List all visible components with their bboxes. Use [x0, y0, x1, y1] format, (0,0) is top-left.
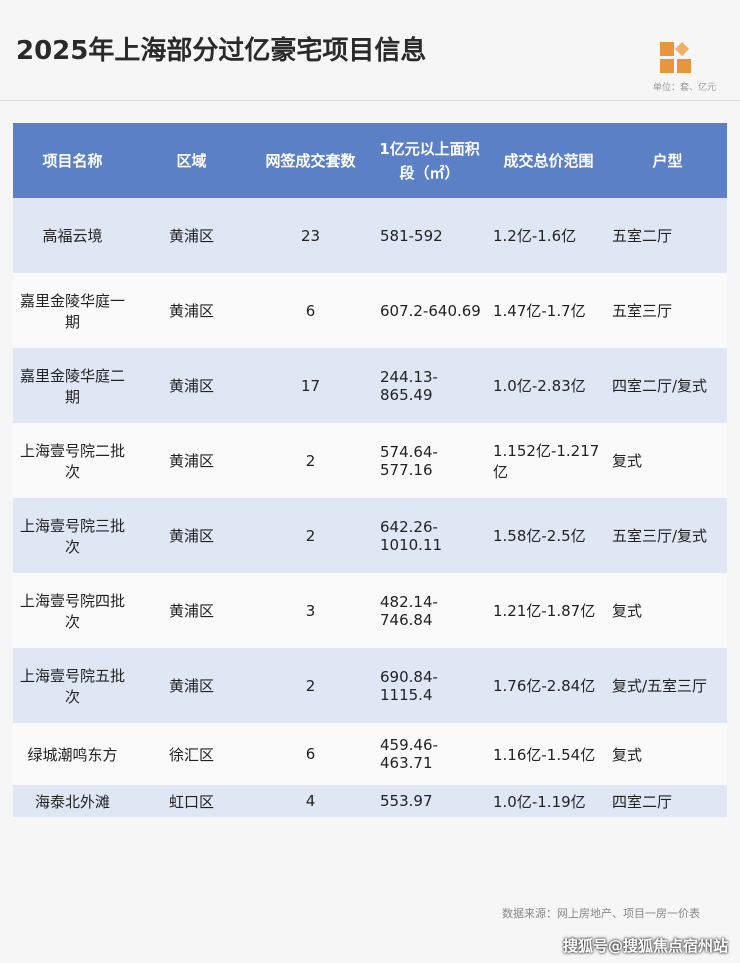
table-cell: 1.58亿-2.5亿	[489, 498, 608, 573]
table-cell: 690.84-1115.4	[370, 648, 489, 723]
column-header: 网签成交套数	[251, 123, 370, 198]
table-row: 高福云境 黄浦区 23 581-592 1.2亿-1.6亿 五室二厅	[13, 198, 727, 273]
table-cell: 绿城潮鸣东方	[13, 723, 132, 785]
table-cell: 黄浦区	[132, 423, 251, 498]
table-cell: 黄浦区	[132, 273, 251, 348]
table-cell: 五室三厅/复式	[608, 498, 727, 573]
table-row: 海泰北外滩 虹口区 4 553.97 1.0亿-1.19亿 四室二厅	[13, 785, 727, 817]
table-cell: 574.64-577.16	[370, 423, 489, 498]
table-cell: 徐汇区	[132, 723, 251, 785]
table-row: 上海壹号院五批次 黄浦区 2 690.84-1115.4 1.76亿-2.84亿 复式/五…	[13, 648, 727, 723]
table-row: 上海壹号院三批次 黄浦区 2 642.26-1010.11 1.58亿-2.5亿 五室三厅…	[13, 498, 727, 573]
table-cell: 上海壹号院三批次	[13, 498, 132, 573]
table-row: 绿城潮鸣东方 徐汇区 6 459.46-463.71 1.16亿-1.54亿 复式	[13, 723, 727, 785]
table-cell: 17	[251, 348, 370, 423]
data-table: 项目名称 区域 网签成交套数 1亿元以上面积段（㎡） 成交总价范围 户型 高福云境 黄浦区 2…	[13, 123, 727, 817]
table-cell: 6	[251, 273, 370, 348]
table-cell: 嘉里金陵华庭二期	[13, 348, 132, 423]
table-cell: 244.13-865.49	[370, 348, 489, 423]
table-cell: 2	[251, 648, 370, 723]
table-cell: 高福云境	[13, 198, 132, 273]
source-note: 数据来源：网上房地产、项目一房一价表	[502, 907, 700, 920]
table-cell: 嘉里金陵华庭一期	[13, 273, 132, 348]
table-cell: 1.47亿-1.7亿	[489, 273, 608, 348]
title: 2025年上海部分过亿豪宅项目信息	[16, 36, 427, 66]
column-header: 1亿元以上面积段（㎡）	[370, 123, 489, 198]
column-header: 成交总价范围	[489, 123, 608, 198]
table-cell: 1.0亿-2.83亿	[489, 348, 608, 423]
table-cell: 3	[251, 573, 370, 648]
table-cell: 五室三厅	[608, 273, 727, 348]
table-cell: 五室二厅	[608, 198, 727, 273]
table-cell: 553.97	[370, 785, 489, 817]
table-cell: 黄浦区	[132, 573, 251, 648]
table-cell: 上海壹号院二批次	[13, 423, 132, 498]
table-cell: 上海壹号院四批次	[13, 573, 132, 648]
table-cell: 23	[251, 198, 370, 273]
table-cell: 1.16亿-1.54亿	[489, 723, 608, 785]
header-row: 项目名称 区域 网签成交套数 1亿元以上面积段（㎡） 成交总价范围 户型	[13, 123, 727, 198]
table-cell: 黄浦区	[132, 498, 251, 573]
table-cell: 1.152亿-1.217亿	[489, 423, 608, 498]
unit-note: 单位：套、亿元	[652, 83, 716, 93]
watermark: 搜狐号@搜狐焦点宿州站	[562, 937, 728, 955]
table-cell: 607.2-640.69	[370, 273, 489, 348]
table-cell: 复式/五室三厅	[608, 648, 727, 723]
table-cell: 虹口区	[132, 785, 251, 817]
table-cell: 1.21亿-1.87亿	[489, 573, 608, 648]
table-cell: 6	[251, 723, 370, 785]
table-cell: 1.2亿-1.6亿	[489, 198, 608, 273]
table-cell: 2	[251, 423, 370, 498]
table-cell: 黄浦区	[132, 648, 251, 723]
table-cell: 复式	[608, 423, 727, 498]
table-cell: 复式	[608, 573, 727, 648]
table-row: 上海壹号院二批次 黄浦区 2 574.64-577.16 1.152亿-1.217亿 复式	[13, 423, 727, 498]
logo-icon	[660, 41, 691, 73]
table-cell: 黄浦区	[132, 348, 251, 423]
table-cell: 581-592	[370, 198, 489, 273]
column-header: 户型	[608, 123, 727, 198]
table-cell: 黄浦区	[132, 198, 251, 273]
table-cell: 642.26-1010.11	[370, 498, 489, 573]
table-cell: 2	[251, 498, 370, 573]
table-cell: 459.46-463.71	[370, 723, 489, 785]
table-cell: 4	[251, 785, 370, 817]
table-row: 嘉里金陵华庭二期 黄浦区 17 244.13-865.49 1.0亿-2.83亿 四室二厅…	[13, 348, 727, 423]
table-row: 上海壹号院四批次 黄浦区 3 482.14-746.84 1.21亿-1.87亿 复式	[13, 573, 727, 648]
table-cell: 482.14-746.84	[370, 573, 489, 648]
separator	[0, 100, 740, 101]
table-cell: 1.0亿-1.19亿	[489, 785, 608, 817]
column-header: 区域	[132, 123, 251, 198]
table-cell: 1.76亿-2.84亿	[489, 648, 608, 723]
column-header: 项目名称	[13, 123, 132, 198]
table-cell: 上海壹号院五批次	[13, 648, 132, 723]
table-cell: 四室二厅	[608, 785, 727, 817]
table-row: 嘉里金陵华庭一期 黄浦区 6 607.2-640.69 1.47亿-1.7亿 五室三厅	[13, 273, 727, 348]
table-cell: 复式	[608, 723, 727, 785]
table-cell: 海泰北外滩	[13, 785, 132, 817]
table-cell: 四室二厅/复式	[608, 348, 727, 423]
